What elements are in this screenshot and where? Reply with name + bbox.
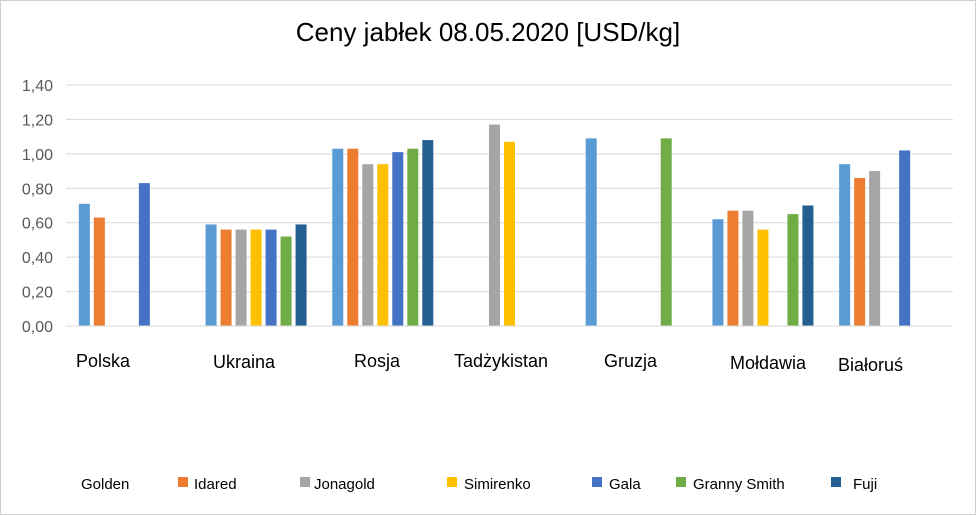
y-tick-label: 1,40	[22, 78, 53, 95]
legend-swatch	[592, 477, 602, 487]
bar-golden	[332, 148, 344, 326]
legend-label: Golden	[81, 476, 129, 493]
bar-jonagold	[869, 171, 881, 326]
bar-golden	[839, 164, 851, 326]
legend-swatch	[178, 477, 188, 487]
bar-golden	[585, 138, 597, 326]
bar-simirenko	[377, 164, 389, 326]
bar-idared	[347, 148, 359, 326]
bar-gala	[265, 229, 277, 326]
category-label: Tadżykistan	[454, 351, 548, 371]
legend-label: Jonagold	[314, 476, 375, 493]
bar-simirenko	[250, 229, 262, 326]
bar-gala	[138, 183, 150, 326]
category-label: Rosja	[354, 351, 401, 371]
legend-swatch	[300, 477, 310, 487]
bar-jonagold	[489, 124, 500, 326]
category-label: Mołdawia	[730, 353, 807, 373]
bar-simirenko	[757, 229, 769, 326]
legend-label: Gala	[609, 476, 641, 493]
bar-idared	[220, 229, 232, 326]
bar-granny-smith	[787, 214, 799, 326]
bar-idared	[93, 217, 105, 326]
bar-idared	[854, 177, 866, 326]
bar-golden	[712, 219, 724, 326]
y-axis-ticks: 0,00 0,20 0,40 0,60 0,80 1,00 1,20 1,40	[22, 78, 53, 336]
legend-swatch	[831, 477, 841, 487]
x-axis-categories: Polska Ukraina Rosja Tadżykistan Gruzja Mołda…	[76, 351, 903, 375]
y-tick-label: 1,00	[22, 147, 53, 164]
bar-granny-smith	[407, 148, 419, 326]
bar-jonagold	[742, 210, 754, 326]
legend-swatch	[447, 477, 457, 487]
y-tick-label: 0,00	[22, 319, 53, 336]
bar-fuji	[802, 205, 814, 326]
bar-jonagold	[235, 229, 247, 326]
legend-label: Fuji	[853, 476, 877, 493]
y-tick-label: 0,40	[22, 250, 53, 267]
legend: Golden Idared Jonagold Simirenko Gala Granny …	[81, 476, 877, 493]
y-tick-label: 0,60	[22, 216, 53, 233]
y-tick-label: 0,80	[22, 181, 53, 198]
legend-label: Idared	[194, 476, 237, 493]
category-label: Polska	[76, 351, 131, 371]
legend-label: Granny Smith	[693, 476, 785, 493]
bar-fuji	[295, 224, 307, 326]
bar-jonagold	[362, 164, 374, 326]
bar-gala	[899, 150, 911, 326]
chart-title: Ceny jabłek 08.05.2020 [USD/kg]	[296, 17, 680, 47]
bar-simirenko	[504, 141, 515, 326]
bar-gala	[392, 152, 404, 326]
category-label: Ukraina	[213, 352, 276, 372]
bars	[78, 124, 911, 326]
bar-granny-smith	[280, 236, 292, 326]
y-tick-label: 1,20	[22, 112, 53, 129]
legend-swatch	[676, 477, 686, 487]
bar-fuji	[422, 140, 434, 326]
bar-granny-smith	[660, 138, 672, 326]
bar-idared	[727, 210, 739, 326]
bar-golden	[205, 224, 217, 326]
bar-golden	[78, 203, 90, 326]
y-tick-label: 0,20	[22, 285, 53, 302]
category-label: Gruzja	[604, 351, 658, 371]
category-label: Białoruś	[838, 355, 903, 375]
legend-label: Simirenko	[464, 476, 531, 493]
